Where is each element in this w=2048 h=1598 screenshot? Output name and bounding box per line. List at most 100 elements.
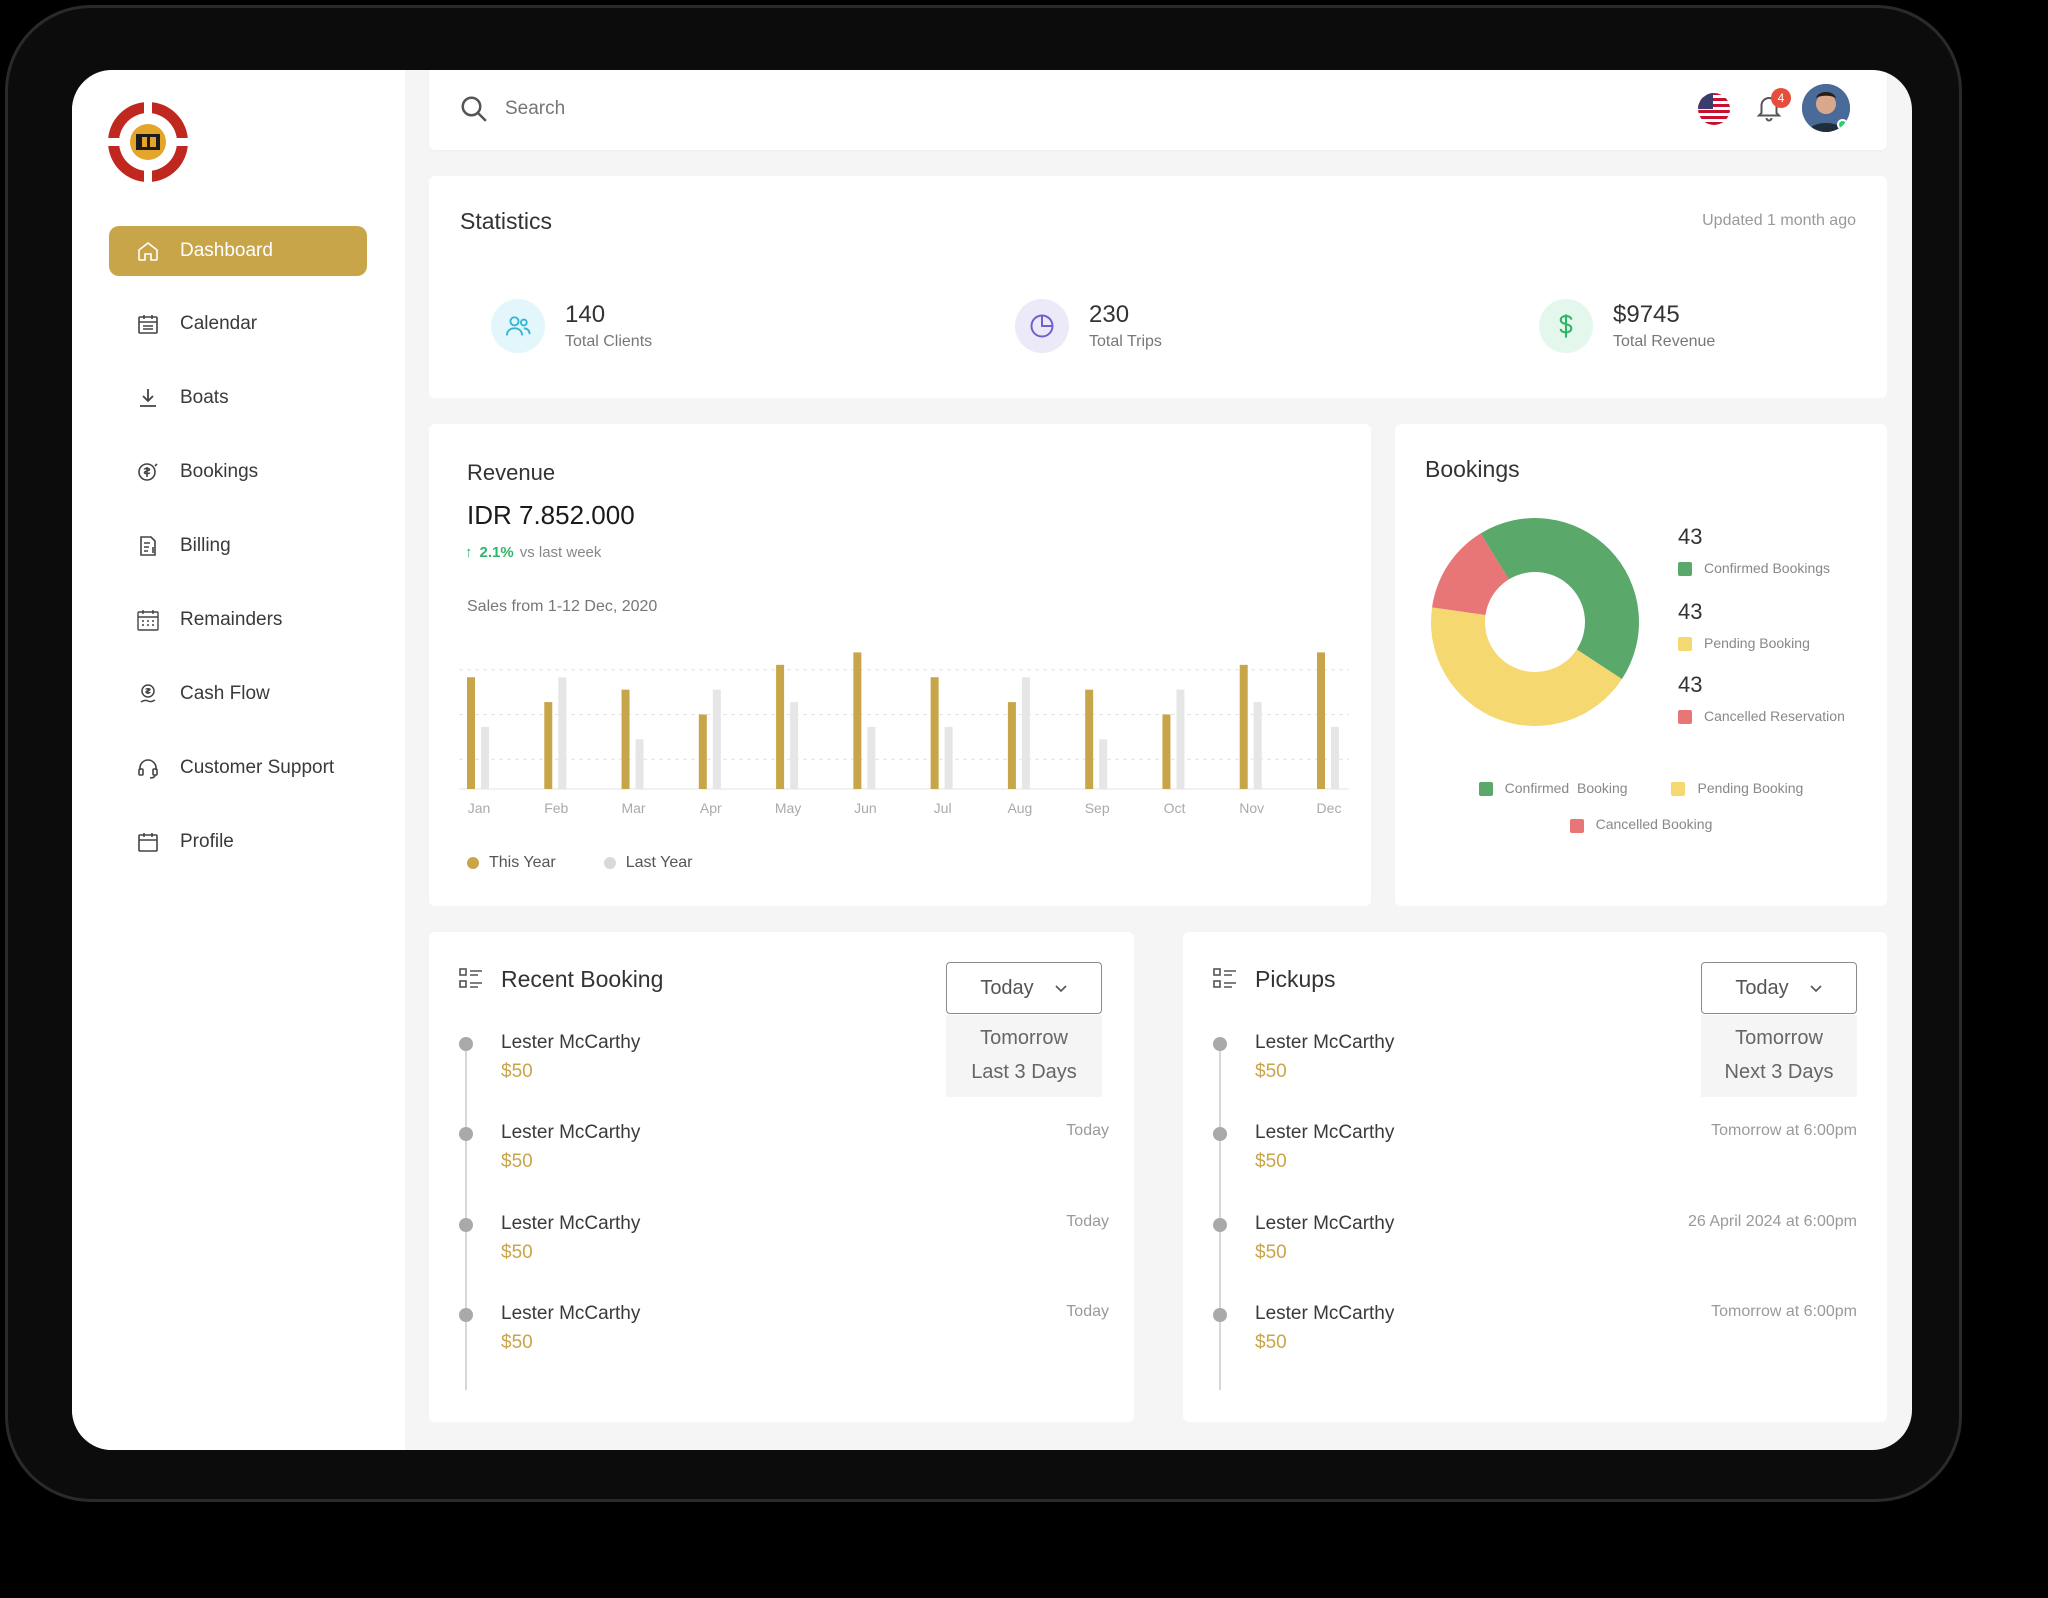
bar-this-year-aug[interactable]	[1007, 702, 1016, 789]
timeline-dot	[1213, 1127, 1227, 1141]
bar-this-year-sep[interactable]	[1085, 689, 1094, 789]
x-tick-label: Oct	[1164, 800, 1186, 816]
donut-slice-pending-booking[interactable]	[1431, 607, 1622, 726]
sidebar-item-boats[interactable]: Boats	[109, 373, 367, 423]
legend-cancelled: Cancelled Booking	[1595, 816, 1713, 833]
list-item[interactable]: Lester McCarthy $50 Today	[459, 1122, 1109, 1192]
list-item[interactable]: Lester McCarthy $50 Today	[459, 1303, 1109, 1373]
x-tick-label: Jan	[468, 800, 491, 816]
bookings-icon	[138, 463, 158, 481]
bar-last-year-feb[interactable]	[558, 677, 567, 789]
pickups-range-menu: Tomorrow Next 3 Days	[1701, 1015, 1857, 1097]
avatar[interactable]	[1802, 84, 1850, 132]
booking-time: Today	[1066, 1303, 1109, 1320]
bar-last-year-oct[interactable]	[1176, 689, 1185, 789]
bookings-legend: Confirmed Booking Pending Booking Cancel…	[1395, 780, 1887, 833]
bar-last-year-apr[interactable]	[712, 689, 721, 789]
sidebar-item-label: Remainders	[180, 609, 283, 630]
bar-last-year-nov[interactable]	[1253, 702, 1262, 789]
bar-this-year-feb[interactable]	[544, 702, 553, 789]
pickups-card: Pickups Lester McCarthy $50 Lester McCar…	[1183, 932, 1887, 1422]
sidebar-item-billing[interactable]: Billing	[109, 521, 367, 571]
list-item[interactable]: Lester McCarthy $50 Tomorrow at 6:00pm	[1213, 1303, 1857, 1373]
pickup-amount: $50	[1255, 1061, 1287, 1082]
sidebar-item-dashboard[interactable]: Dashboard	[109, 226, 367, 276]
list-item[interactable]: Lester McCarthy $50	[1213, 1032, 1857, 1102]
sidebar-item-profile[interactable]: Profile	[109, 817, 367, 867]
pickup-name: Lester McCarthy	[1255, 1213, 1395, 1234]
bar-this-year-jan[interactable]	[467, 677, 475, 789]
bar-this-year-oct[interactable]	[1162, 714, 1171, 790]
sidebar-item-cash-flow[interactable]: Cash Flow	[109, 669, 367, 719]
donut-slice-cancelled-booking[interactable]	[1432, 533, 1509, 615]
cash-flow-icon	[140, 684, 156, 703]
sidebar-item-bookings[interactable]: Bookings	[109, 447, 367, 497]
x-tick-label: Feb	[544, 800, 568, 816]
search-input[interactable]	[505, 92, 1305, 126]
bar-last-year-jun[interactable]	[867, 726, 876, 789]
dropdown-option-tomorrow[interactable]: Tomorrow	[1735, 1027, 1823, 1049]
bar-last-year-sep[interactable]	[1099, 739, 1108, 789]
calendar-icon	[138, 315, 158, 334]
us-flag-icon[interactable]	[1697, 92, 1731, 126]
booking-name: Lester McCarthy	[501, 1303, 641, 1324]
bar-last-year-aug[interactable]	[1021, 677, 1030, 789]
timeline-dot	[1213, 1308, 1227, 1322]
app-screen: Dashboard Calendar Boats Bookings Billin…	[72, 70, 1912, 1450]
bar-last-year-may[interactable]	[790, 702, 799, 789]
sidebar-item-label: Boats	[180, 387, 229, 408]
donut-slice-confirmed-booking[interactable]	[1480, 518, 1639, 680]
brand-logo[interactable]	[106, 100, 190, 184]
top-bar: 4	[429, 70, 1887, 150]
dropdown-option-tomorrow[interactable]: Tomorrow	[980, 1027, 1068, 1049]
stat-total-trips: 230 Total Trips	[1015, 299, 1162, 353]
stat-label: Total Clients	[565, 333, 653, 350]
search-icon[interactable]	[459, 94, 489, 124]
list-item[interactable]: Lester McCarthy $50 Today	[459, 1213, 1109, 1283]
pickup-name: Lester McCarthy	[1255, 1032, 1395, 1053]
statistics-card: Statistics Updated 1 month ago 140 Total…	[429, 176, 1887, 398]
legend-pending: Pending Booking	[1697, 780, 1804, 796]
notification-badge: 4	[1771, 88, 1791, 108]
timeline-dot	[459, 1127, 473, 1141]
pickup-name: Lester McCarthy	[1255, 1303, 1395, 1324]
bar-this-year-dec[interactable]	[1317, 652, 1325, 789]
list-item[interactable]: Lester McCarthy $50 26 April 2024 at 6:0…	[1213, 1213, 1857, 1283]
list-icon	[1213, 968, 1236, 988]
bar-last-year-jan[interactable]	[481, 726, 489, 789]
booking-amount: $50	[501, 1151, 533, 1172]
x-tick-label: Jul	[934, 800, 952, 816]
pickup-time: Tomorrow at 6:00pm	[1711, 1122, 1857, 1139]
x-tick-label: Apr	[700, 800, 722, 816]
users-icon	[491, 299, 545, 353]
x-tick-label: Sep	[1085, 800, 1110, 816]
bar-this-year-may[interactable]	[776, 664, 785, 789]
recent-booking-range-select[interactable]: Today	[946, 962, 1102, 1014]
list-item[interactable]: Lester McCarthy $50 Tomorrow at 6:00pm	[1213, 1122, 1857, 1192]
billing-icon	[140, 536, 156, 556]
bar-last-year-mar[interactable]	[635, 739, 644, 789]
booking-time: Today	[1066, 1213, 1109, 1230]
list-item[interactable]: Lester McCarthy $50	[459, 1032, 1109, 1102]
statistics-title: Statistics	[460, 208, 553, 234]
dropdown-option-next-3-days[interactable]: Next 3 Days	[1724, 1061, 1834, 1083]
revenue-change-suffix: vs last week	[519, 544, 602, 561]
sidebar-item-remainders[interactable]: Remainders	[109, 595, 367, 645]
bar-last-year-dec[interactable]	[1331, 726, 1339, 789]
bar-this-year-mar[interactable]	[621, 689, 630, 789]
legend-this-year: This Year	[489, 854, 556, 871]
grid-calendar-icon	[137, 610, 159, 631]
bar-this-year-jun[interactable]	[853, 652, 862, 789]
x-tick-label: Jun	[854, 800, 877, 816]
bar-this-year-jul[interactable]	[930, 677, 939, 789]
bar-last-year-jul[interactable]	[944, 726, 953, 789]
bookings-label-cancelled: Cancelled Reservation	[1678, 708, 1845, 725]
pickups-range-select[interactable]: Today	[1701, 962, 1857, 1014]
bar-this-year-apr[interactable]	[698, 714, 707, 790]
dropdown-option-last-3-days[interactable]: Last 3 Days	[971, 1061, 1077, 1083]
sidebar-item-calendar[interactable]: Calendar	[109, 299, 367, 349]
timeline-line	[465, 1042, 467, 1390]
bar-this-year-nov[interactable]	[1239, 664, 1248, 789]
bookings-count-cancelled: 43	[1678, 672, 1703, 697]
sidebar-item-customer-support[interactable]: Customer Support	[109, 743, 367, 793]
